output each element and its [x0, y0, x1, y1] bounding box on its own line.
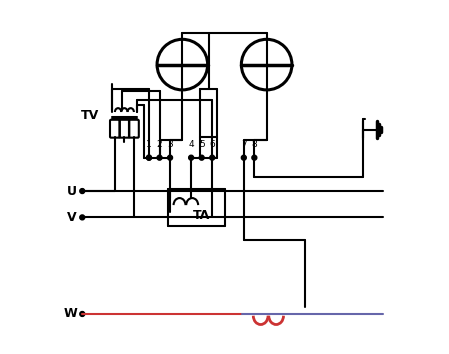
Circle shape — [199, 155, 204, 160]
Text: 5: 5 — [199, 140, 205, 149]
Circle shape — [146, 155, 151, 160]
Text: 2: 2 — [157, 140, 163, 149]
Text: TA: TA — [193, 209, 210, 222]
Circle shape — [167, 155, 172, 160]
Circle shape — [210, 155, 215, 160]
Text: 8: 8 — [251, 140, 257, 149]
Circle shape — [157, 155, 162, 160]
Text: W: W — [63, 308, 77, 320]
Circle shape — [80, 189, 85, 194]
Text: 6: 6 — [209, 140, 215, 149]
Circle shape — [189, 155, 194, 160]
Text: 3: 3 — [167, 140, 173, 149]
Text: TV: TV — [80, 109, 99, 122]
Text: 1: 1 — [146, 140, 152, 149]
Circle shape — [80, 312, 85, 316]
Circle shape — [80, 215, 85, 220]
Circle shape — [146, 155, 151, 160]
Text: U: U — [67, 184, 77, 198]
Text: V: V — [67, 211, 77, 224]
Circle shape — [242, 155, 246, 160]
Text: 4: 4 — [188, 140, 194, 149]
Circle shape — [252, 155, 257, 160]
Text: 7: 7 — [241, 140, 247, 149]
